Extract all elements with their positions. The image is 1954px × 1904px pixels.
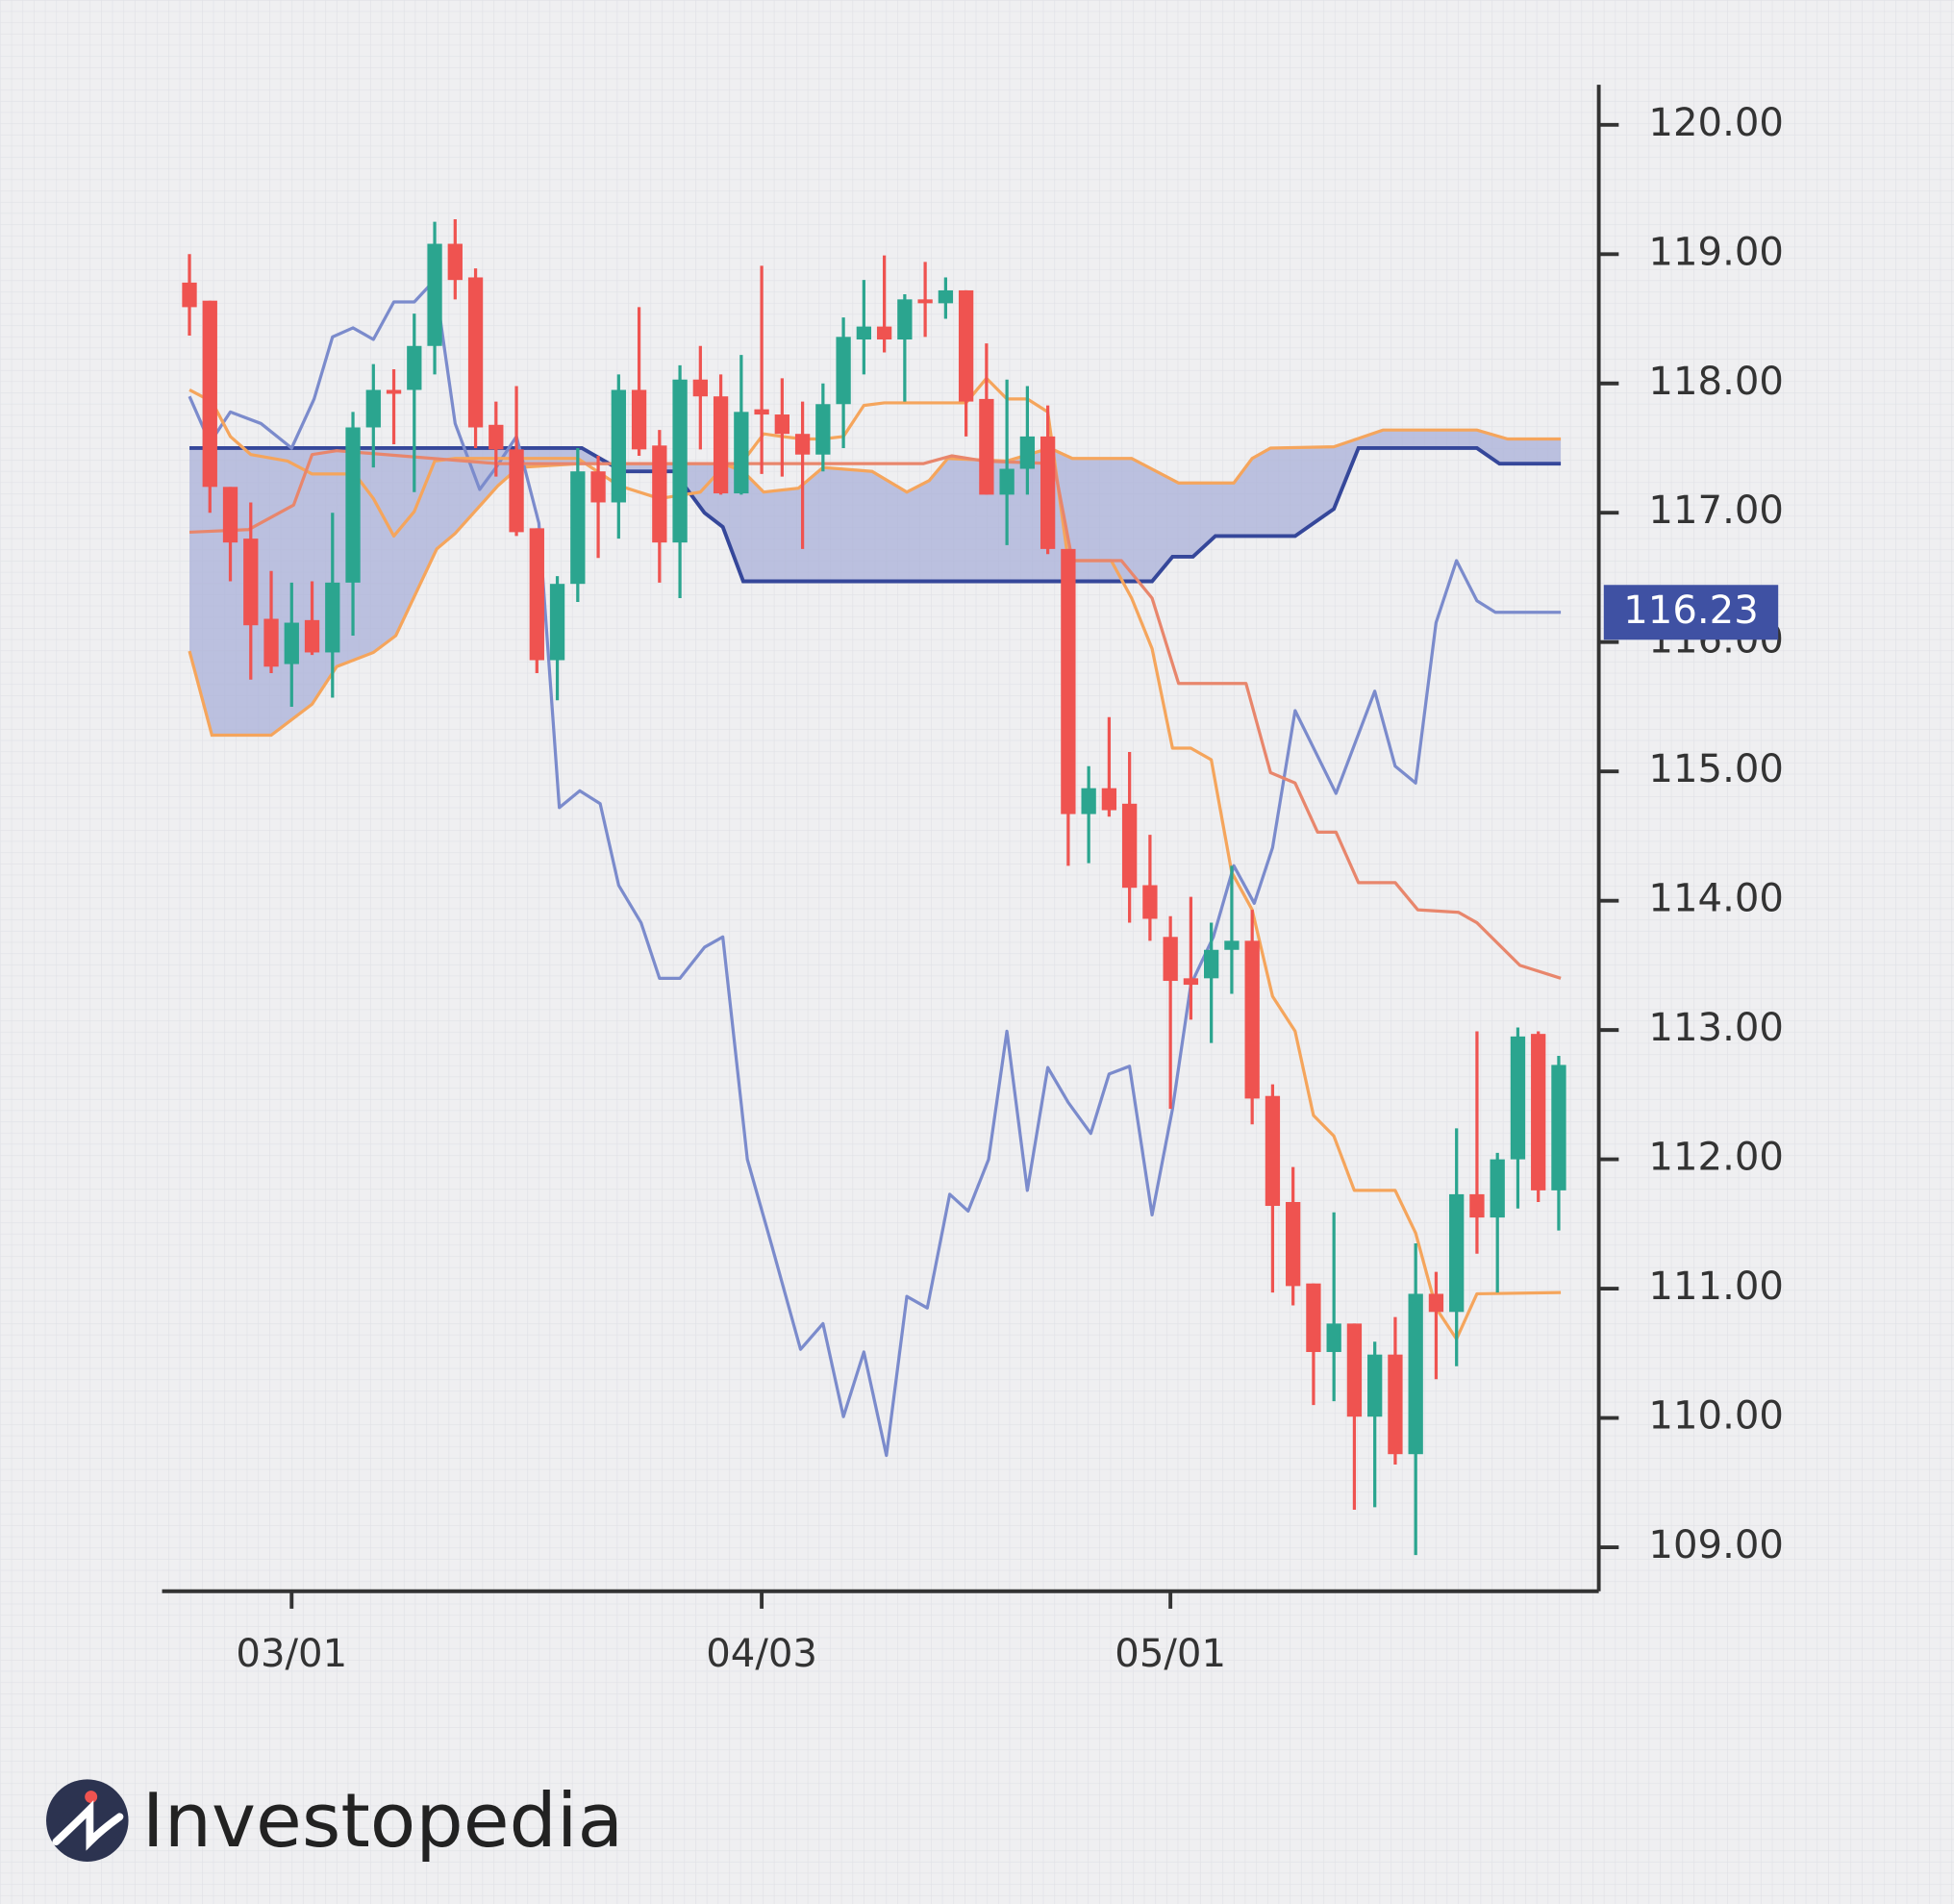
candle-body	[202, 300, 217, 488]
candle-body	[611, 389, 626, 503]
x-tick-label: 03/01	[236, 1632, 347, 1676]
indicator-line	[188, 376, 1562, 1341]
candle-body	[407, 345, 422, 390]
candle-body	[284, 622, 299, 664]
candle-body	[222, 487, 238, 543]
candle-body	[1551, 1065, 1566, 1190]
logo: Investopedia	[46, 1778, 623, 1865]
candle-body	[488, 424, 504, 450]
candle-body	[876, 326, 892, 340]
candle-body	[938, 289, 954, 304]
candle-body	[325, 582, 340, 653]
candle-body	[1142, 885, 1158, 919]
candle-body	[652, 445, 667, 543]
candle-body	[774, 414, 789, 435]
candle-body	[1040, 436, 1056, 549]
brand: Investopedia	[142, 1778, 623, 1865]
y-tick-label: 113.00	[1648, 1006, 1784, 1050]
plot: 109.00 110.00 111.00 112.00 113.00 114.00 115.…	[162, 85, 1784, 1676]
candle-body	[1183, 978, 1199, 986]
logo-dot	[85, 1791, 98, 1804]
y-tick-label: 114.00	[1648, 877, 1784, 921]
candle-body	[1346, 1323, 1363, 1417]
candle-body	[1286, 1201, 1301, 1287]
y-tick-label: 117.00	[1648, 489, 1784, 533]
price-tag-label: 116.23	[1623, 589, 1759, 633]
candle-body	[365, 389, 381, 428]
candle-body	[672, 379, 688, 543]
candle-body	[509, 449, 524, 533]
candle-body	[1081, 788, 1096, 814]
candle-body	[692, 379, 708, 397]
candle-body	[1510, 1036, 1526, 1160]
candle-body	[794, 434, 811, 455]
candle-body	[263, 618, 279, 667]
candle-body	[1121, 803, 1138, 889]
candle-body	[734, 412, 749, 494]
candle-body	[590, 471, 606, 503]
candle-body	[570, 471, 586, 585]
candle-body	[1101, 788, 1117, 811]
y-tick-label: 118.00	[1648, 360, 1784, 404]
indicator-line	[188, 278, 1562, 1458]
candle-body	[958, 289, 974, 402]
candle-body	[1019, 436, 1036, 469]
candle-body	[427, 243, 442, 346]
candle-body	[713, 396, 729, 494]
candle-body	[631, 389, 647, 450]
cloud-fill	[189, 430, 1562, 736]
x-tick-label: 04/03	[706, 1632, 817, 1676]
y-tick-label: 109.00	[1648, 1523, 1784, 1567]
candle-body	[1408, 1293, 1423, 1455]
candle-body	[979, 398, 994, 495]
candle-body	[836, 337, 851, 405]
candle-body	[1490, 1159, 1505, 1218]
candle-body	[549, 584, 565, 661]
price-tag	[1603, 585, 1779, 640]
logo-mark	[52, 1800, 124, 1851]
candle-body	[1469, 1193, 1485, 1218]
candle-body	[1163, 937, 1178, 982]
candle-body	[1326, 1323, 1341, 1352]
candle-body	[815, 404, 831, 455]
candle-body	[529, 528, 544, 661]
candle-body	[386, 389, 402, 394]
candle-body	[917, 299, 933, 304]
candle-body	[1306, 1283, 1321, 1352]
candle-body	[1265, 1095, 1281, 1207]
candle-body	[182, 282, 197, 308]
y-tick-label: 110.00	[1648, 1394, 1784, 1439]
y-tick-label: 112.00	[1648, 1136, 1784, 1180]
y-tick-label: 115.00	[1648, 747, 1784, 791]
candle-body	[1224, 940, 1240, 950]
candle-body	[754, 409, 769, 415]
candle-body	[243, 539, 259, 626]
y-tick-label: 111.00	[1648, 1265, 1784, 1309]
x-tick-label: 05/01	[1115, 1632, 1226, 1676]
y-tick-label: 119.00	[1648, 230, 1784, 274]
candle-body	[999, 468, 1015, 495]
candle-body	[897, 299, 913, 340]
candle-body	[1388, 1354, 1403, 1455]
candle-body	[856, 326, 872, 340]
span-a-line	[188, 428, 1562, 738]
candle-body	[447, 243, 463, 281]
candle-body	[1531, 1034, 1546, 1190]
y-tick-label: 120.00	[1648, 101, 1784, 145]
candle-body	[467, 277, 484, 428]
candle-body	[1367, 1354, 1383, 1417]
candle-body	[1449, 1193, 1465, 1313]
candle-body	[345, 427, 361, 583]
candle-body	[1428, 1293, 1444, 1313]
candle-body	[1061, 548, 1076, 814]
indicator-line	[188, 449, 1562, 980]
candle-body	[1244, 940, 1260, 1099]
candle-body	[304, 619, 320, 653]
candle-body	[1204, 949, 1219, 979]
